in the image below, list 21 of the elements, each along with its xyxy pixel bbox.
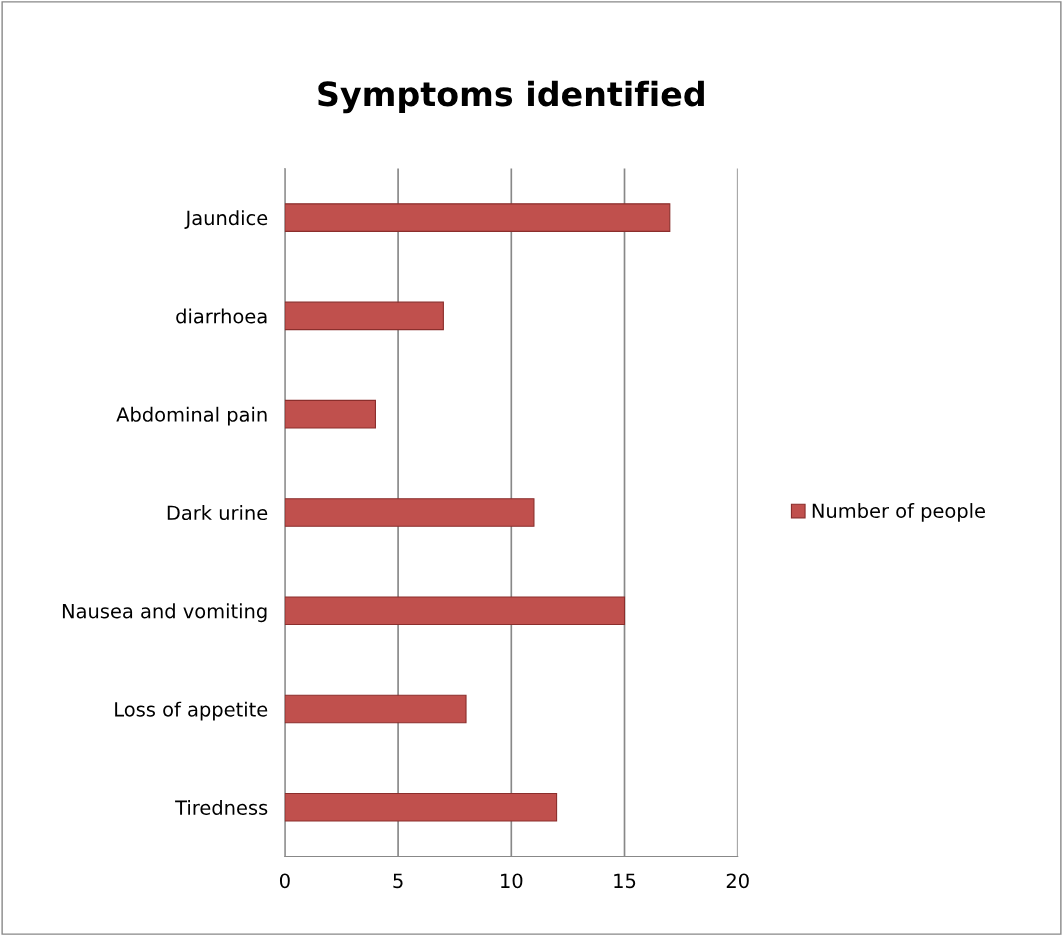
chart-title: Symptoms identified	[318, 80, 704, 114]
y-tick-label: diarrhoea	[176, 308, 267, 324]
bar	[284, 694, 467, 724]
bar	[284, 498, 535, 527]
bar	[284, 301, 444, 331]
bar	[284, 792, 558, 822]
y-tick-label: Abdominal pain	[116, 406, 267, 426]
x-tick-label: 10	[501, 873, 523, 889]
x-tick-label: 5	[393, 873, 403, 889]
bar	[284, 203, 671, 232]
bar	[284, 399, 377, 429]
legend-label: Number of people	[812, 503, 985, 522]
y-tick-label: Loss of appetite	[115, 701, 268, 721]
y-tick-label: Nausea and vomiting	[62, 603, 267, 623]
x-tick-label: 15	[614, 873, 636, 889]
bar	[284, 596, 626, 626]
y-tick-label: Jaundice	[184, 210, 268, 229]
x-tick-label: 20	[726, 873, 749, 889]
x-tick-label: 0	[279, 873, 290, 889]
y-tick-label: Dark urine	[167, 505, 268, 521]
y-tick-label: Tiredness	[175, 799, 268, 815]
